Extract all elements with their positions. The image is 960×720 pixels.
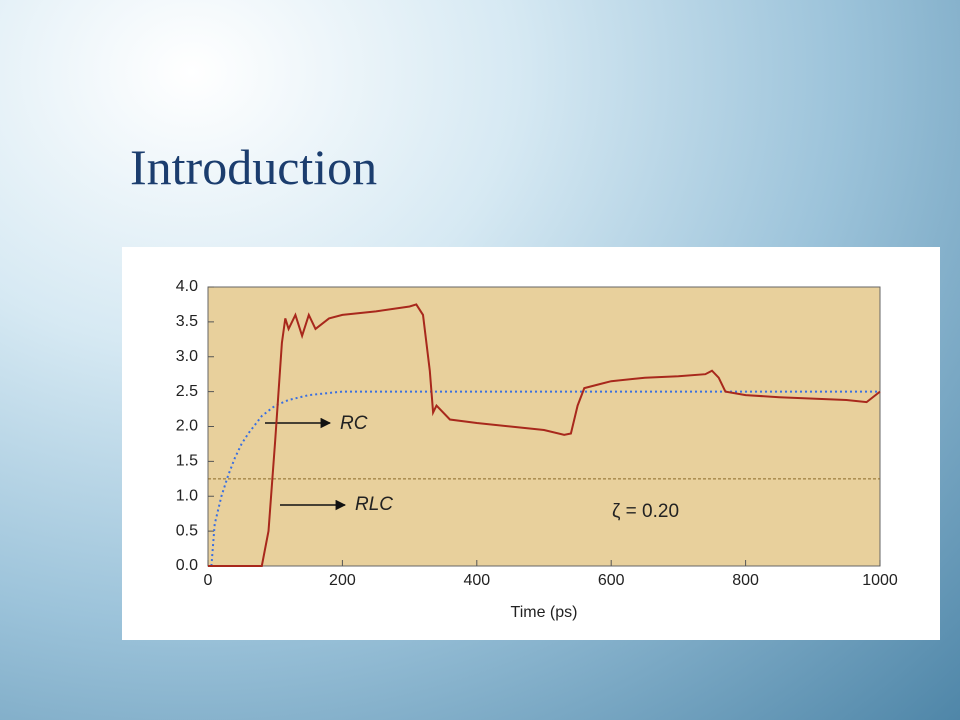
series-line: [208, 303, 881, 567]
y-tick-label: 2.0: [176, 418, 198, 435]
y-tick-label: 3.5: [176, 313, 198, 330]
y-tick-label: 1.0: [176, 487, 198, 504]
x-tick-label: 600: [598, 572, 625, 589]
slide-title: Introduction: [130, 139, 378, 195]
y-tick-label: 1.5: [176, 453, 198, 470]
series-line: [210, 390, 880, 567]
y-tick-label: 0.0: [176, 557, 198, 574]
x-tick-label: 400: [463, 572, 490, 589]
y-tick-label: 4.0: [176, 278, 198, 295]
series-label: RC: [340, 413, 368, 434]
x-tick-label: 800: [732, 572, 759, 589]
x-tick-label: 200: [329, 572, 356, 589]
plot-area: [207, 286, 881, 567]
annotation: ζ = 0.20: [612, 501, 679, 522]
x-tick-label: 0: [204, 572, 213, 589]
series-label: RLC: [355, 494, 393, 515]
y-tick-label: 0.5: [176, 522, 198, 539]
x-tick-label: 1000: [862, 572, 898, 589]
y-tick-label: 3.0: [176, 348, 198, 365]
x-axis-label: Time (ps): [511, 604, 578, 621]
y-tick-label: 2.5: [176, 383, 198, 400]
